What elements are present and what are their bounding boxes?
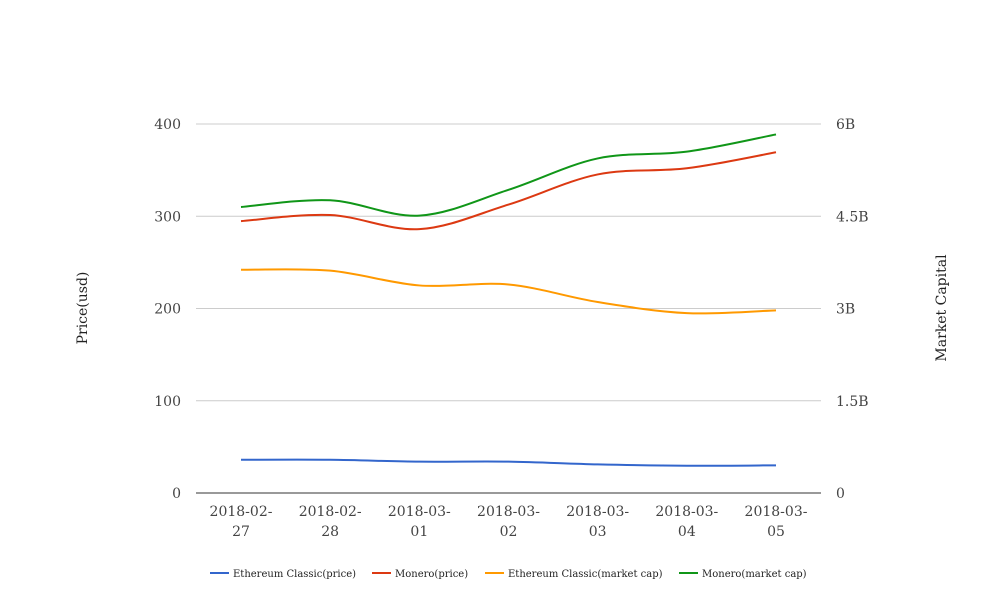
x-tick-label: 2018-03-05: [745, 504, 808, 540]
y-left-tick-label: 200: [154, 302, 181, 318]
legend-item[interactable]: Ethereum Classic(price): [210, 569, 356, 580]
y-left-tick-label: 400: [154, 117, 181, 133]
series-line-3: [240, 133, 777, 217]
legend-label: Monero(market cap): [702, 569, 807, 580]
y-left-tick-label: 300: [154, 209, 181, 225]
y-right-tick-label: 4.5B: [836, 209, 869, 225]
legend-label: Monero(price): [395, 569, 468, 580]
legend-item[interactable]: Monero(price): [372, 569, 468, 580]
x-tick-label: 2018-03-01: [388, 504, 451, 540]
x-tick-label: 2018-03-03: [566, 504, 629, 540]
y-right-tick-label: 6B: [836, 117, 855, 133]
legend-item[interactable]: Ethereum Classic(market cap): [485, 569, 663, 580]
legend-item[interactable]: Monero(market cap): [679, 569, 807, 580]
series-lines: [240, 133, 777, 467]
x-tick-label: 2018-02-28: [299, 504, 362, 540]
legend-label: Ethereum Classic(price): [233, 569, 356, 580]
gridlines: [196, 123, 821, 402]
y-right-tick-label: 1.5B: [836, 394, 869, 410]
y-left-tick-label: 100: [154, 394, 181, 410]
series-line-0: [240, 458, 777, 467]
y-left-axis-title: Price(usd): [75, 272, 91, 345]
legend: Ethereum Classic(price) Monero(price) Ethe…: [210, 569, 807, 580]
x-tick-label: 2018-03-04: [655, 504, 718, 540]
axes: 0 100 200 300 400 0 1.5B 3B 4.5B 6B 2018-02-27 2018…: [75, 117, 950, 540]
y-right-tick-label: 0: [836, 486, 845, 502]
x-tick-label: 2018-02-27: [210, 504, 273, 540]
y-right-axis-title: Market Capital: [934, 254, 950, 362]
legend-label: Ethereum Classic(market cap): [508, 569, 663, 580]
y-right-tick-label: 3B: [836, 302, 855, 318]
series-line-1: [240, 151, 777, 231]
x-tick-label: 2018-03-02: [477, 504, 540, 540]
y-left-tick-label: 0: [172, 486, 181, 502]
series-line-2: [240, 268, 777, 315]
